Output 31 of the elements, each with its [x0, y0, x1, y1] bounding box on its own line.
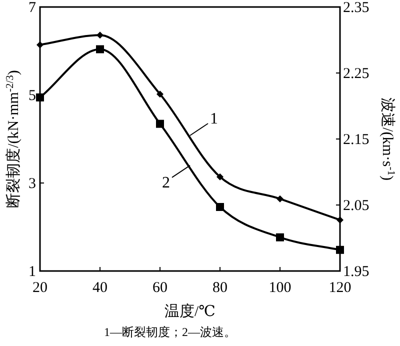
legend-label: 1	[210, 110, 218, 128]
point	[336, 246, 344, 254]
y-tick-label: 1	[28, 264, 36, 280]
point	[216, 202, 224, 211]
y2-tick-label: 2.15	[343, 132, 370, 148]
point	[156, 120, 164, 128]
point	[336, 216, 344, 224]
text: 1—断裂韧度；2—波速。	[104, 325, 236, 339]
y2-tick-label: 2.25	[343, 66, 370, 82]
x-tick-label: 20	[32, 280, 48, 296]
y-tick-label: 3	[28, 176, 36, 192]
x-tick-label: 120	[328, 280, 352, 296]
point	[36, 41, 44, 48]
x-axis-title: 温度/℃	[164, 303, 216, 320]
y-tick-label: 5	[28, 88, 36, 104]
y-tick-label: 7	[28, 0, 36, 16]
x-tick-label: 40	[92, 280, 108, 296]
point	[276, 233, 284, 242]
point	[216, 173, 224, 180]
point	[96, 32, 104, 39]
y2-tick-label: 1.95	[343, 264, 370, 280]
x-tick-label: 80	[212, 280, 228, 296]
point	[96, 45, 104, 54]
y2-tick-label: 2.05	[343, 198, 370, 214]
x-tick-label: 100	[268, 280, 292, 296]
y2-tick-label: 2.35	[343, 0, 370, 16]
point	[156, 90, 164, 98]
series-label: 2	[162, 174, 170, 192]
point	[276, 195, 284, 202]
point	[36, 93, 44, 102]
x-tick-label: 60	[152, 280, 168, 296]
